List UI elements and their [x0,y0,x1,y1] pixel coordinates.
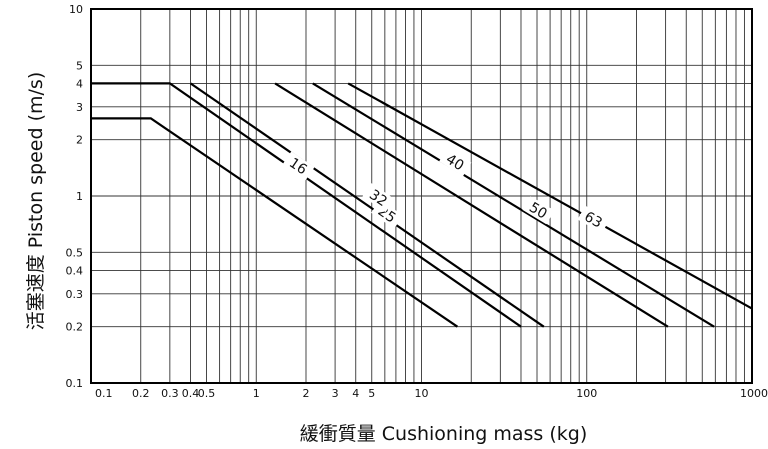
x-tick-label: 0.3 [161,387,179,400]
y-tick-label: 0.4 [66,264,84,277]
x-tick-label: 5 [368,387,375,400]
y-tick-labels: 0.1 0.2 0.3 0.4 0.5 1 2 3 4 5 10 [66,3,84,390]
plot-frame [90,8,753,384]
y-tick-label: 0.3 [66,288,84,301]
x-tick-label: 1000 [740,387,768,400]
y-tick-label: 0.1 [66,377,84,390]
y-tick-label: 2 [76,134,83,147]
grid-lines [91,9,752,383]
series-label-gap [439,147,472,177]
series-label-50: 50 [526,200,550,223]
y-axis-title: 活塞速度 Piston speed (m/s) [25,72,47,331]
x-tick-label: 0.2 [132,387,150,400]
series-lines [91,82,753,328]
series-label-gap [282,151,315,181]
series-line-63 [347,82,753,310]
y-tick-label: 0.2 [66,321,84,334]
x-tick-labels: 0.1 0.2 0.3 0.40.5 1 2 3 4 5 10 100 1000 [95,387,768,400]
series-line-25 [91,82,522,328]
series-label-40: 40 [443,151,467,174]
y-tick-label: 4 [76,77,83,90]
series-label-gap [362,183,395,213]
x-tick-label: 100 [576,387,597,400]
y-tick-label: 1 [76,190,83,203]
x-tick-label: 3 [332,387,339,400]
y-tick-label: 5 [76,59,83,72]
y-tick-label: 0.5 [66,246,84,259]
y-tick-label: 3 [76,101,83,114]
x-tick-label: 0.1 [95,387,113,400]
x-tick-label: 0.5 [198,387,216,400]
x-axis-title: 緩衝質量 Cushioning mass (kg) [300,423,588,445]
series-line-32 [189,82,545,328]
series-line-16 [91,117,459,328]
y-tick-label: 10 [69,3,83,16]
x-tick-label: 0.4 [182,387,200,400]
series-line-50 [312,82,715,328]
x-tick-label: 1 [253,387,260,400]
series-label-gap [522,196,555,225]
x-tick-label: 4 [352,387,359,400]
series-line-40 [274,82,669,328]
series-label-63: 63 [581,209,604,232]
x-tick-label: 2 [302,387,309,400]
x-tick-label: 10 [415,387,429,400]
series-label-gap [577,205,610,234]
